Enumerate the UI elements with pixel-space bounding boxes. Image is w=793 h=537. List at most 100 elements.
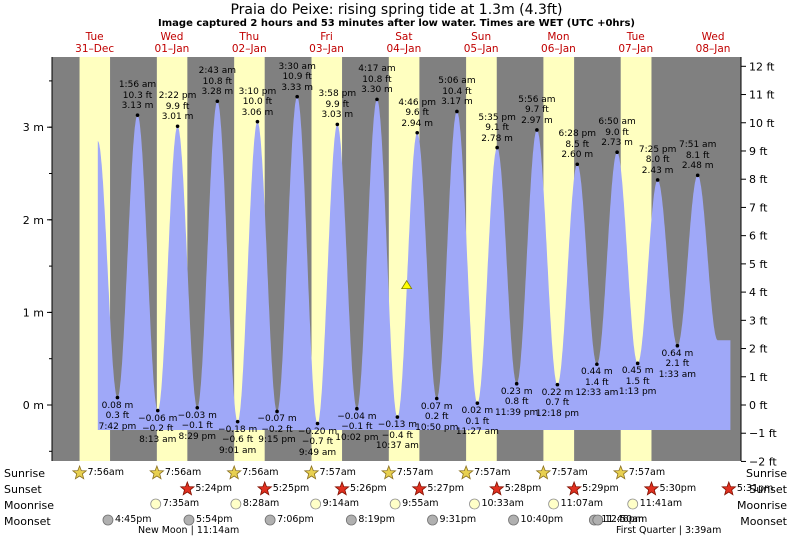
high-tide-label: 2:22 pm 9.9 ft 3.01 m	[148, 91, 208, 123]
moonset-icon	[508, 514, 519, 526]
metres-value: 3.33 m	[281, 82, 313, 93]
metres-value: −0.06 m	[138, 413, 178, 424]
right-axis-tick-label: 8 ft	[749, 173, 768, 186]
day-label: Tue 07–Jan	[601, 31, 671, 55]
right-axis-tick-label: 4 ft	[749, 286, 768, 299]
day-of-week: Wed	[160, 31, 184, 43]
metres-value: 3.13 m	[121, 101, 154, 112]
time-value: 5:56 am	[518, 94, 556, 105]
moonrise-time: 11:07am	[560, 498, 604, 509]
day-label: Thu 02–Jan	[214, 31, 284, 55]
low-tide-label: −0.06 m −0.2 ft 8:13 am	[128, 414, 188, 446]
sunset-icon	[489, 480, 505, 496]
low-tide-point	[235, 419, 240, 424]
day-date: 06–Jan	[541, 43, 576, 55]
high-tide-label: 2:43 am 10.8 ft 3.28 m	[187, 66, 247, 98]
feet-value: 10.4 ft	[442, 86, 472, 97]
feet-value: −0.2 ft	[142, 424, 174, 435]
low-tide-label: 0.07 m 0.2 ft 10:50 pm	[407, 402, 467, 434]
day-date: 02–Jan	[231, 43, 267, 55]
time-value: 2:43 am	[198, 66, 237, 77]
sunrise-time: 7:57am	[319, 467, 356, 478]
feet-value: −0.7 ft	[301, 437, 334, 448]
sunrise-time: 7:56am	[242, 467, 279, 478]
sunset-time: 5:25pm	[272, 483, 310, 494]
moonrise-icon	[627, 498, 639, 510]
sunrise-time: 7:56am	[164, 467, 202, 478]
moonrise-icon	[230, 498, 242, 510]
sunrise-time: 7:57am	[628, 467, 666, 478]
sunrise-time: 7:56am	[87, 467, 124, 478]
left-axis-tick-label: 2 m	[23, 214, 44, 227]
feet-value: 9.9 ft	[325, 99, 350, 110]
metres-value: −0.18 m	[218, 424, 258, 435]
low-tide-label: 0.64 m 2.1 ft 1:33 am	[647, 349, 707, 381]
moonset-time: 12:50am	[604, 514, 648, 525]
moonset-icon	[345, 514, 357, 526]
feet-value: 10.0 ft	[242, 97, 273, 108]
low-tide-point	[475, 401, 480, 405]
feet-value: 9.7 ft	[525, 105, 549, 116]
time-value: 6:50 am	[598, 117, 636, 128]
low-tide-point	[675, 343, 680, 348]
time-value: 7:51 am	[678, 140, 717, 151]
sunrise-row-label-right: Sunrise	[745, 467, 787, 480]
feet-value: 0.8 ft	[504, 397, 529, 408]
metres-value: 0.44 m	[581, 367, 613, 378]
day-of-week: Sat	[395, 31, 413, 43]
left-axis-tick-label: 0 m	[23, 399, 44, 412]
high-tide-point	[575, 162, 580, 167]
sunrise-icon	[226, 464, 242, 480]
feet-value: 9.1 ft	[485, 123, 509, 134]
day-label: Sun 05–Jan	[446, 31, 516, 55]
feet-value: 8.1 ft	[685, 150, 710, 161]
moonset-icon	[183, 514, 195, 526]
time-value: 4:17 am	[358, 64, 396, 75]
high-tide-point	[455, 109, 459, 114]
moonset-time: 9:31pm	[439, 514, 477, 525]
time-value: 10:50 pm	[415, 422, 459, 433]
metres-value: 3.03 m	[321, 110, 354, 121]
day-of-week: Thu	[239, 31, 260, 43]
high-tide-point	[415, 130, 420, 135]
high-tide-label: 7:51 am 8.1 ft 2.48 m	[668, 140, 728, 172]
feet-value: 0.1 ft	[465, 416, 490, 427]
time-value: 1:56 am	[118, 80, 157, 91]
moonset-time: 5:54pm	[195, 514, 233, 525]
sunset-icon	[566, 480, 582, 496]
sunset-time: 5:27pm	[427, 483, 465, 494]
moonset-time: 8:19pm	[358, 514, 395, 525]
day-label: Tue 31–Dec	[60, 31, 130, 55]
high-tide-point	[655, 178, 660, 182]
moonset-time: 7:06pm	[277, 514, 314, 525]
time-value: 1:33 am	[658, 369, 697, 380]
day-of-week: Mon	[547, 31, 570, 43]
moonset-icon	[102, 514, 114, 526]
sunset-time: 5:29pm	[582, 483, 619, 494]
feet-value: 10.9 ft	[282, 72, 312, 83]
time-value: 6:28 pm	[558, 129, 597, 140]
sunset-row-label-left: Sunset	[4, 483, 42, 496]
right-axis-tick-label: 9 ft	[749, 145, 768, 158]
high-tide-point	[615, 150, 619, 155]
moonrise-row-label-left: Moonrise	[4, 499, 54, 512]
metres-value: 0.02 m	[461, 406, 494, 417]
high-tide-label: 7:25 pm 8.0 ft 2.43 m	[628, 145, 688, 177]
low-tide-point	[115, 395, 120, 400]
moonrise-time: 10:33am	[481, 498, 524, 509]
feet-value: 9.9 ft	[165, 101, 190, 112]
time-value: 7:42 pm	[98, 421, 137, 432]
high-tide-label: 1:56 am 10.3 ft 3.13 m	[108, 80, 168, 112]
time-value: 12:33 am	[575, 388, 619, 399]
time-value: 11:27 am	[455, 427, 499, 438]
feet-value: 0.7 ft	[545, 398, 570, 409]
low-tide-label: 0.44 m 1.4 ft 12:33 am	[567, 367, 627, 399]
high-tide-label: 4:17 am 10.8 ft 3.30 m	[347, 64, 407, 96]
low-tide-point	[555, 382, 560, 387]
time-value: 1:13 pm	[618, 387, 657, 398]
low-tide-point	[635, 361, 640, 366]
chart-subtitle: Image captured 2 hours and 53 minutes af…	[158, 18, 635, 29]
high-tide-point	[375, 97, 379, 102]
moonset-time: 4:45pm	[114, 514, 152, 525]
high-tide-point	[535, 128, 539, 132]
